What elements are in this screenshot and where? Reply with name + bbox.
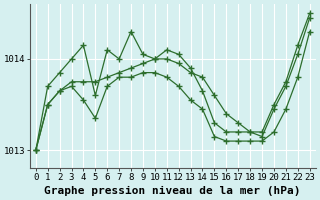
X-axis label: Graphe pression niveau de la mer (hPa): Graphe pression niveau de la mer (hPa) [44, 186, 301, 196]
